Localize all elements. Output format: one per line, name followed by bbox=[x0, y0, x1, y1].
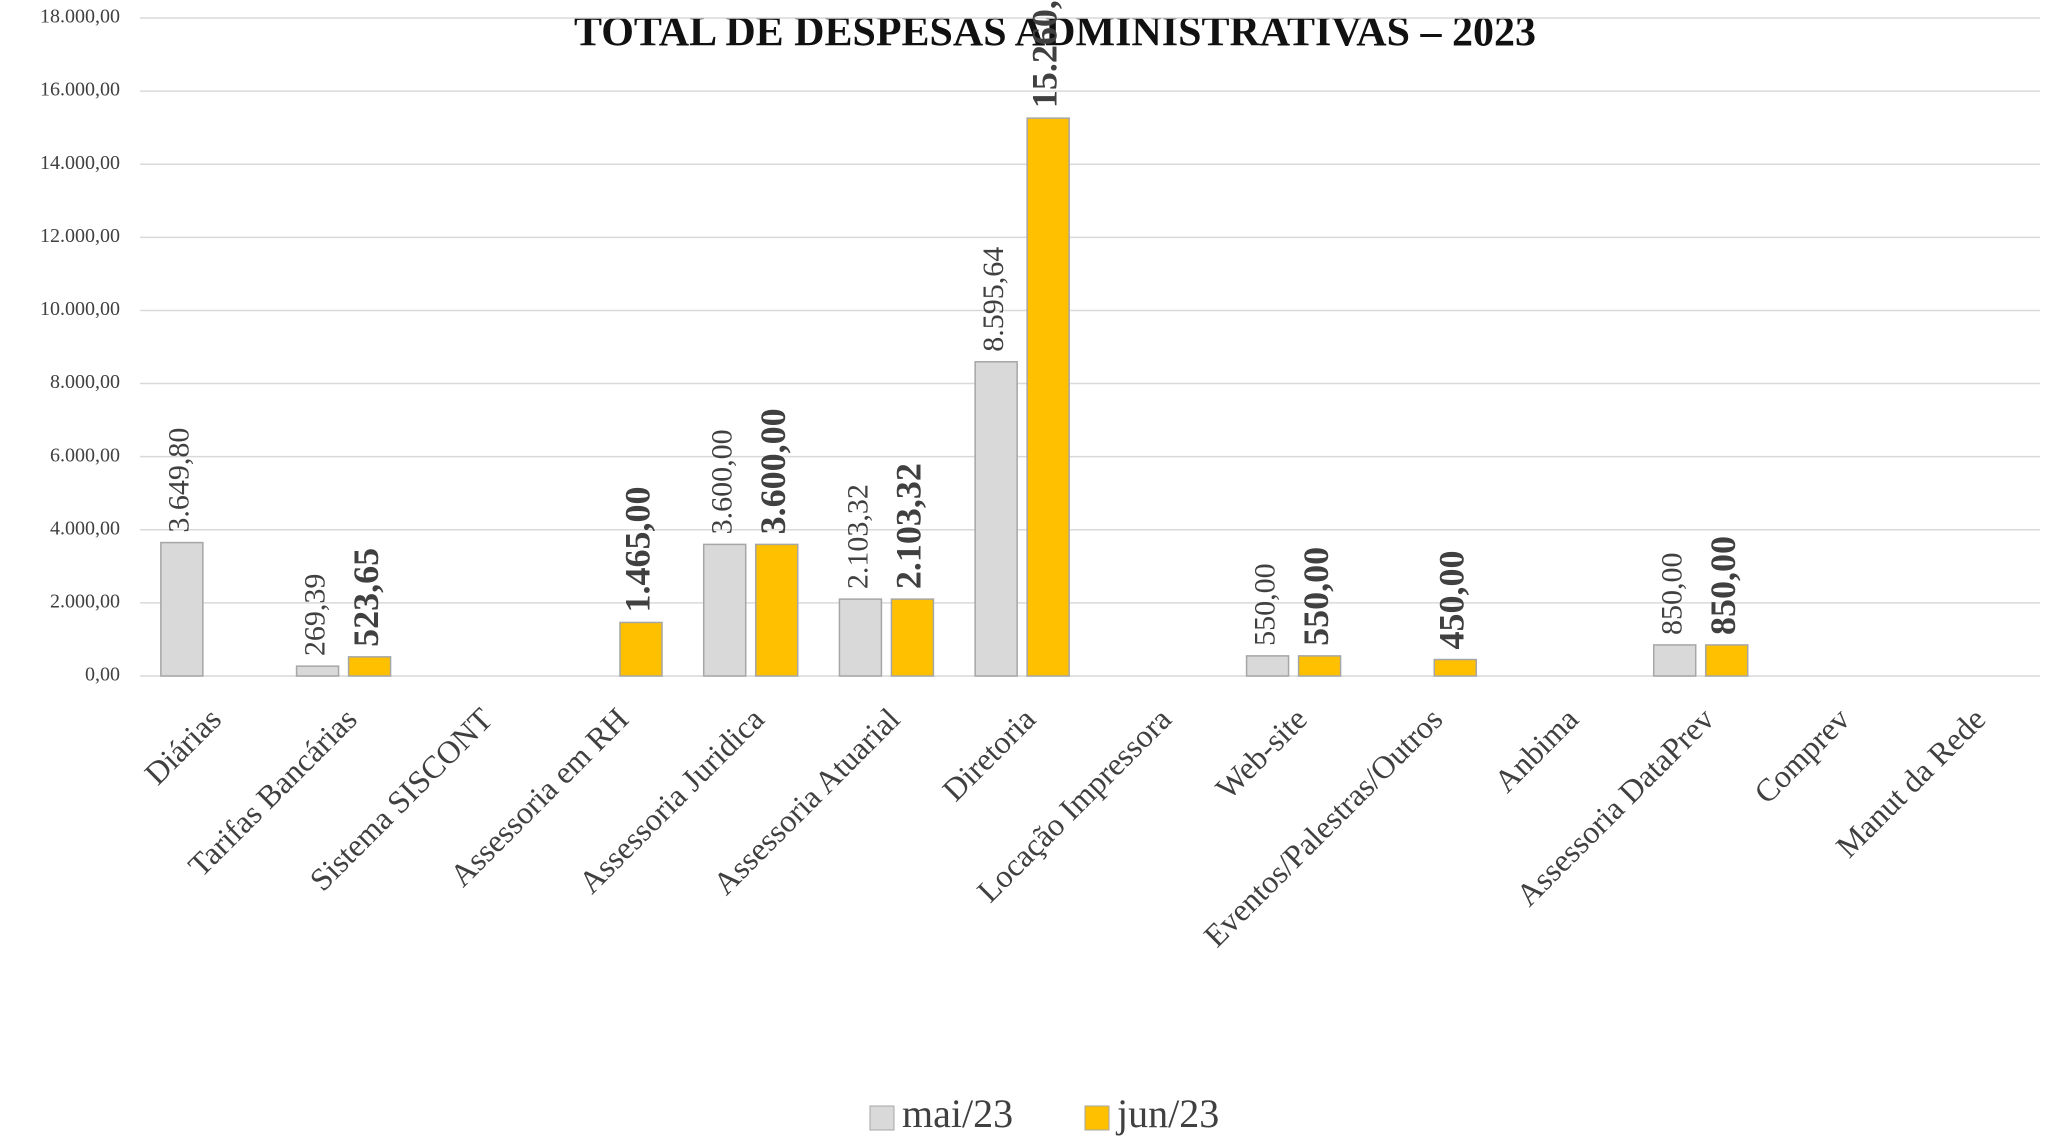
value-label: 523,65 bbox=[346, 548, 386, 647]
y-tick-label: 0,00 bbox=[85, 664, 120, 686]
x-tick-label: Web-site bbox=[1208, 701, 1313, 806]
value-label: 15.260,46 bbox=[1024, 0, 1064, 108]
y-tick-label: 10.000,00 bbox=[40, 298, 120, 320]
value-label: 3.649,80 bbox=[163, 428, 196, 533]
value-label: 850,00 bbox=[1703, 536, 1743, 635]
bar bbox=[1652, 644, 1697, 677]
x-tick-label: Eventos/Palestras/Outros bbox=[1196, 701, 1449, 954]
bar bbox=[1297, 655, 1342, 677]
y-tick-label: 8.000,00 bbox=[50, 371, 120, 393]
bar bbox=[1433, 658, 1478, 677]
value-label: 269,39 bbox=[298, 574, 331, 657]
y-tick-label: 16.000,00 bbox=[40, 79, 120, 101]
x-tick-label: Comprev bbox=[1747, 701, 1857, 811]
value-label: 550,00 bbox=[1296, 547, 1336, 646]
bar bbox=[974, 361, 1018, 677]
value-label: 550,00 bbox=[1248, 563, 1281, 646]
bar bbox=[619, 621, 663, 677]
bar bbox=[1026, 117, 1070, 677]
value-label: 850,00 bbox=[1656, 552, 1689, 635]
value-label: 2.103,32 bbox=[841, 484, 874, 589]
y-tick-label: 18.000,00 bbox=[40, 6, 120, 28]
legend-swatch bbox=[1084, 1105, 1110, 1131]
value-label: 3.600,00 bbox=[753, 408, 793, 534]
bar bbox=[1704, 644, 1749, 677]
bar bbox=[1245, 655, 1290, 677]
value-label: 450,00 bbox=[1432, 551, 1472, 650]
x-tick-label: Diárias bbox=[137, 701, 228, 792]
bar bbox=[754, 543, 799, 677]
y-tick-label: 14.000,00 bbox=[40, 152, 120, 174]
bar bbox=[838, 598, 883, 677]
bar bbox=[890, 598, 935, 677]
legend-swatch bbox=[869, 1105, 895, 1131]
y-tick-label: 6.000,00 bbox=[50, 444, 120, 466]
legend-label: jun/23 bbox=[1115, 1091, 1219, 1136]
y-tick-label: 2.000,00 bbox=[50, 590, 120, 612]
y-tick-label: 4.000,00 bbox=[50, 517, 120, 539]
value-label: 8.595,64 bbox=[977, 247, 1010, 352]
x-tick-label: Anbima bbox=[1487, 701, 1585, 799]
value-label: 3.600,00 bbox=[706, 429, 739, 534]
bar bbox=[160, 541, 204, 677]
value-label: 2.103,32 bbox=[889, 463, 929, 589]
y-tick-label: 12.000,00 bbox=[40, 225, 120, 247]
x-tick-label: Diretoria bbox=[935, 701, 1042, 808]
bar bbox=[295, 665, 340, 677]
value-label: 1.465,00 bbox=[617, 486, 657, 612]
legend-label: mai/23 bbox=[902, 1091, 1013, 1136]
bar bbox=[347, 656, 392, 677]
bar bbox=[702, 543, 747, 677]
